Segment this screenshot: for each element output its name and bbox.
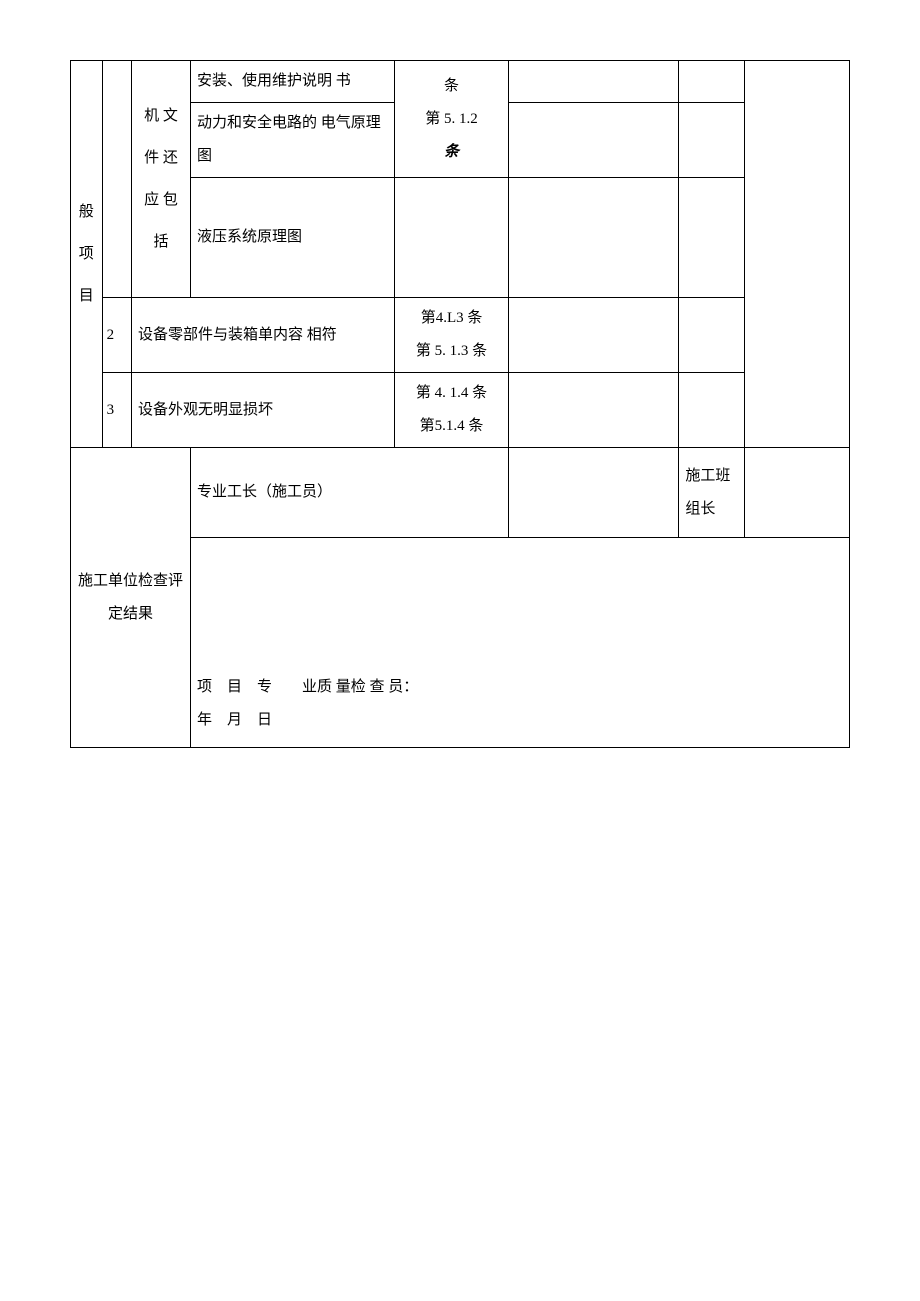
spec-line-1: 第4.L3 条 [401,302,502,335]
check-cell-b [614,103,679,178]
spec-line-2: 第 5. 1.3 条 [401,335,502,368]
check-cell-b [614,61,679,103]
inspector-line: 项 目 专 业质 量检 查 员： [197,671,843,704]
row-number: 2 [102,298,131,373]
spec-cell [395,178,509,298]
check-cell-b [614,178,679,298]
check-cell-c [679,61,744,103]
check-cell-a [508,298,613,373]
spec-line-3: 条 [401,136,502,169]
description-cell: 液压系统原理图 [190,178,394,298]
spec-line-1: 条 [401,70,502,103]
row-4: 2 设备零部件与装箱单内容 相符 第4.L3 条 第 5. 1.3 条 [71,298,850,373]
spec-line-1: 第 4. 1.4 条 [401,377,502,410]
check-cell-c [679,178,744,298]
spec-line-2: 第5.1.4 条 [401,410,502,443]
spec-cell: 第4.L3 条 第 5. 1.3 条 [395,298,509,373]
inspector-block: 项 目 专 业质 量检 查 员： 年 月 日 [190,538,849,748]
row-number: 3 [102,373,131,448]
foreman-value [508,448,679,538]
description-cell: 设备外观无明显损坏 [132,373,395,448]
check-cell-b [614,373,679,448]
check-cell-a [508,103,613,178]
teamlead-label: 施工班组长 [679,448,744,538]
spec-cell: 条 第 5. 1.2 条 [395,61,509,178]
row-5: 3 设备外观无明显损坏 第 4. 1.4 条 第5.1.4 条 [71,373,850,448]
date-line: 年 月 日 [197,704,843,737]
row-number-blank [102,61,131,298]
check-cell-c [679,298,744,373]
check-cell-a [508,61,613,103]
category-header: 般 项 目 [71,61,103,448]
description-cell: 动力和安全电路的 电气原理图 [190,103,394,178]
spec-cell: 第 4. 1.4 条 第5.1.4 条 [395,373,509,448]
description-cell: 安装、使用维护说明 书 [190,61,394,103]
description-cell: 设备零部件与装箱单内容 相符 [132,298,395,373]
check-cell-c [679,103,744,178]
spec-line-2: 第 5. 1.2 [401,103,502,136]
inspection-table: 般 项 目 机 文 件 还 应 包 括 安装、使用维护说明 书 条 第 5. 1… [70,60,850,748]
check-cell-a [508,178,613,298]
check-cell-c [679,373,744,448]
check-cell-b [614,298,679,373]
foreman-label: 专业工长（施工员） [190,448,508,538]
signature-row-1: 施工单位检查评定结果 专业工长（施工员） 施工班组长 [71,448,850,538]
sub-header: 机 文 件 还 应 包 括 [132,61,191,298]
row-1: 般 项 目 机 文 件 还 应 包 括 安装、使用维护说明 书 条 第 5. 1… [71,61,850,103]
check-cell-a [508,373,613,448]
result-label: 施工单位检查评定结果 [71,448,191,748]
remark-cell [744,61,849,448]
teamlead-value [744,448,849,538]
